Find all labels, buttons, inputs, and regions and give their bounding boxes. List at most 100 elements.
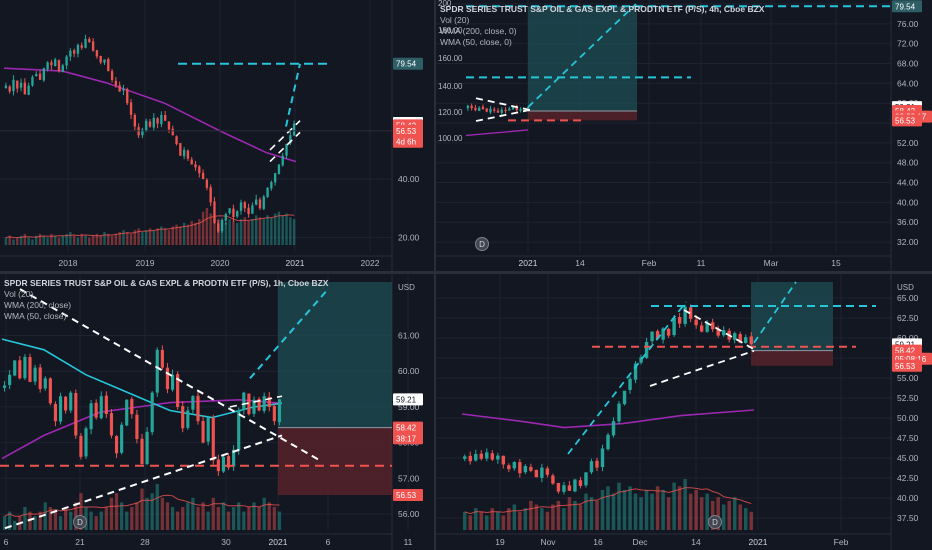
x-tick-label[interactable]: 2021 xyxy=(749,537,768,547)
candle[interactable] xyxy=(226,452,231,471)
y-tick-label[interactable]: 62.50 xyxy=(897,313,919,323)
volume-bar[interactable] xyxy=(186,224,190,245)
volume-bar[interactable] xyxy=(743,508,748,530)
volume-bar[interactable] xyxy=(114,233,118,245)
candle[interactable] xyxy=(512,461,517,471)
volume-bar[interactable] xyxy=(69,232,72,245)
candle[interactable] xyxy=(211,414,215,465)
volume-bar[interactable] xyxy=(65,233,68,245)
y-tick-label[interactable]: 40.00 xyxy=(897,197,919,207)
volume-bar[interactable] xyxy=(705,493,709,530)
volume-bar[interactable] xyxy=(252,502,256,530)
left-scale-tick[interactable]: 120.00 xyxy=(438,108,463,117)
candle[interactable] xyxy=(595,457,599,471)
volume-bar[interactable] xyxy=(237,502,241,530)
volume-bar[interactable] xyxy=(175,224,178,245)
candle[interactable] xyxy=(155,347,159,397)
volume-bar[interactable] xyxy=(518,511,522,530)
volume-bar[interactable] xyxy=(534,504,539,531)
volume-bar[interactable] xyxy=(12,239,15,245)
candle[interactable] xyxy=(479,450,483,461)
price-label-text[interactable]: 4d 6h xyxy=(396,138,416,147)
volume-bar[interactable] xyxy=(677,486,682,530)
volume-bar[interactable] xyxy=(69,511,73,530)
candle[interactable] xyxy=(683,304,687,327)
volume-bar[interactable] xyxy=(474,508,478,530)
volume-bar[interactable] xyxy=(254,215,258,245)
candle[interactable] xyxy=(228,208,231,215)
candle[interactable] xyxy=(54,57,57,67)
y-tick-label[interactable]: 52.50 xyxy=(897,393,919,403)
volume-bar[interactable] xyxy=(285,213,288,245)
candle[interactable] xyxy=(485,108,488,113)
price-label-stop[interactable] xyxy=(393,124,423,137)
trend-channel-line[interactable] xyxy=(567,301,687,455)
volume-bar[interactable] xyxy=(292,219,296,245)
price-label-stop[interactable] xyxy=(892,114,922,127)
x-tick-label[interactable]: 6 xyxy=(4,537,9,547)
candle[interactable] xyxy=(182,147,186,160)
volume-bar[interactable] xyxy=(258,217,262,245)
candle[interactable] xyxy=(205,178,209,191)
y-tick-label[interactable]: 50.00 xyxy=(897,413,919,423)
candle[interactable] xyxy=(206,417,210,446)
candle[interactable] xyxy=(721,326,726,337)
volume-bar[interactable] xyxy=(109,497,114,530)
volume-bar[interactable] xyxy=(74,502,78,530)
candle[interactable] xyxy=(104,391,108,419)
volume-bar[interactable] xyxy=(485,515,489,530)
volume-bar[interactable] xyxy=(727,500,731,530)
candle[interactable] xyxy=(515,104,518,112)
candle[interactable] xyxy=(523,464,528,475)
candle[interactable] xyxy=(628,376,632,394)
volume-bar[interactable] xyxy=(468,515,473,530)
profit-target-zone[interactable] xyxy=(528,6,637,112)
volume-bar[interactable] xyxy=(104,507,108,530)
volume-bar[interactable] xyxy=(672,482,676,530)
projection-line[interactable] xyxy=(753,281,797,344)
y-tick-label[interactable]: 44.00 xyxy=(897,178,919,188)
currency-label[interactable]: USD xyxy=(398,283,415,292)
candle[interactable] xyxy=(518,458,522,478)
volume-bar[interactable] xyxy=(53,235,57,245)
volume-bar[interactable] xyxy=(4,237,8,245)
volume-bar[interactable] xyxy=(289,217,292,245)
candle[interactable] xyxy=(79,433,83,460)
candle[interactable] xyxy=(247,203,250,218)
h1-chart-pane[interactable]: 56.0057.0058.0059.0060.0061.006212830202… xyxy=(0,274,434,550)
candle[interactable] xyxy=(28,353,32,383)
candle[interactable] xyxy=(267,391,271,412)
x-tick-label[interactable]: 2021 xyxy=(269,537,288,547)
candle[interactable] xyxy=(120,422,124,455)
earnings-badge[interactable] xyxy=(73,515,87,529)
candle[interactable] xyxy=(292,120,296,136)
volume-bar[interactable] xyxy=(160,226,163,246)
volume-bar[interactable] xyxy=(239,219,243,245)
volume-bar[interactable] xyxy=(91,235,95,245)
candle[interactable] xyxy=(650,331,654,345)
volume-bar[interactable] xyxy=(198,219,201,245)
currency-label[interactable]: USD xyxy=(897,283,914,292)
left-scale-tick[interactable]: 160.00 xyxy=(438,54,463,63)
candle[interactable] xyxy=(170,369,175,392)
candle[interactable] xyxy=(69,48,72,61)
candle[interactable] xyxy=(470,103,473,111)
candle[interactable] xyxy=(251,202,254,214)
volume-bar[interactable] xyxy=(79,493,83,530)
candle[interactable] xyxy=(107,57,110,72)
candle[interactable] xyxy=(135,409,139,444)
volume-bar[interactable] xyxy=(125,511,129,530)
candle[interactable] xyxy=(237,407,241,455)
x-tick-label[interactable]: 2022 xyxy=(361,258,380,268)
volume-ma-line[interactable] xyxy=(5,214,295,239)
descending-trendline[interactable] xyxy=(19,288,321,462)
candle[interactable] xyxy=(285,143,288,159)
volume-bar[interactable] xyxy=(639,497,643,530)
volume-bar[interactable] xyxy=(209,213,212,245)
x-tick-label[interactable]: Mar xyxy=(764,258,779,268)
y-tick-label[interactable]: 59.00 xyxy=(398,402,420,412)
y-tick-label[interactable]: 37.50 xyxy=(897,513,919,523)
volume-bar[interactable] xyxy=(262,497,266,530)
volume-bar[interactable] xyxy=(262,219,265,245)
volume-bar[interactable] xyxy=(529,500,533,530)
